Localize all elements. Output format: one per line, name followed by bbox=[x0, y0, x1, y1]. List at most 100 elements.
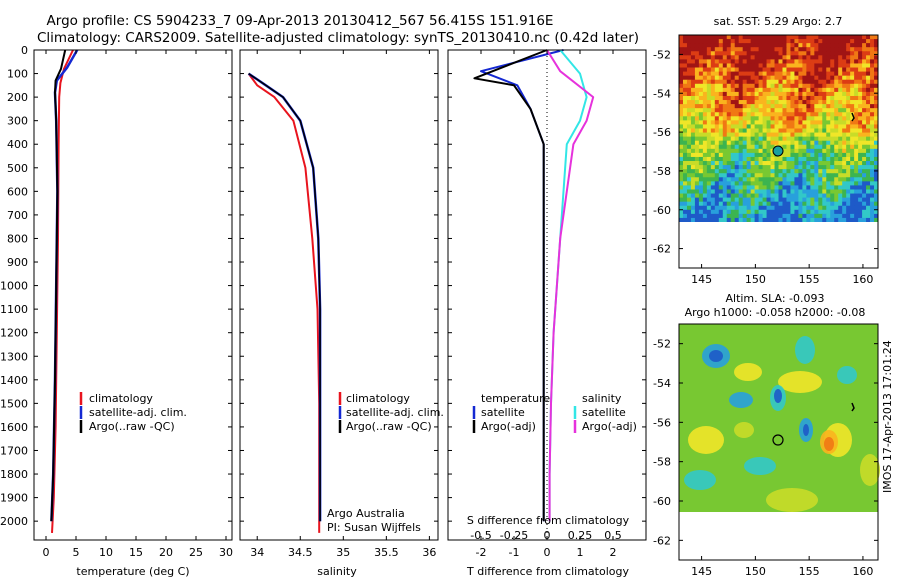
sst-cell bbox=[710, 161, 716, 166]
sst-cell bbox=[706, 185, 712, 190]
sst-cell bbox=[694, 152, 700, 158]
sst-cell bbox=[754, 197, 759, 203]
sst-cell bbox=[754, 165, 759, 170]
sst-cell bbox=[846, 104, 851, 109]
sst-cell bbox=[738, 83, 744, 89]
sst-cell bbox=[734, 104, 740, 109]
sst-cell bbox=[818, 140, 823, 146]
sst-cell bbox=[806, 71, 811, 77]
sst-cell bbox=[798, 193, 803, 199]
sst-cell bbox=[782, 209, 787, 215]
sst-cell bbox=[786, 201, 791, 207]
sst-cell bbox=[774, 193, 779, 199]
sst-cell bbox=[830, 108, 835, 113]
depth-tick-label: 200 bbox=[7, 91, 28, 104]
sst-cell bbox=[814, 87, 819, 93]
sst-cell bbox=[718, 39, 724, 44]
sst-cell bbox=[862, 104, 867, 109]
sst-cell bbox=[706, 47, 712, 52]
sst-cell bbox=[870, 100, 875, 105]
sst-cell bbox=[718, 51, 724, 56]
sst-cell bbox=[714, 181, 720, 186]
sst-cell bbox=[798, 79, 803, 85]
sst-cell bbox=[782, 189, 787, 194]
sst-cell bbox=[846, 205, 851, 211]
sst-cell bbox=[818, 161, 823, 166]
sst-cell bbox=[822, 152, 827, 158]
sst-cell bbox=[778, 39, 783, 44]
sst-cell bbox=[754, 193, 759, 199]
sst-cell bbox=[698, 132, 704, 138]
sst-cell bbox=[706, 95, 712, 101]
sst-cell bbox=[806, 132, 811, 138]
sst-cell bbox=[690, 181, 696, 186]
sst-cell bbox=[826, 71, 831, 77]
sst-cell bbox=[722, 55, 728, 60]
sst-cell bbox=[690, 39, 696, 44]
sst-cell bbox=[846, 197, 851, 203]
sst-cell bbox=[802, 169, 807, 174]
sst-cell bbox=[846, 75, 851, 81]
sst-cell bbox=[854, 181, 859, 186]
sst-cell bbox=[846, 136, 851, 142]
sst-cell bbox=[790, 193, 795, 199]
sst-cell bbox=[738, 112, 744, 117]
temperature-x-axis: 0 5 10 15 20 25 30 bbox=[43, 50, 233, 559]
sst-cell bbox=[858, 148, 863, 154]
sst-cell bbox=[822, 177, 827, 182]
sst-cell bbox=[870, 51, 875, 56]
sst-cell bbox=[854, 120, 859, 125]
sst-cell bbox=[758, 132, 763, 138]
sst-cell bbox=[702, 104, 708, 109]
sst-cell bbox=[838, 173, 843, 178]
sst-cell bbox=[866, 124, 871, 129]
sst-cell bbox=[766, 136, 771, 142]
lon-tick-label: 155 bbox=[799, 273, 820, 286]
sst-cell bbox=[730, 177, 736, 182]
sst-cell bbox=[750, 169, 756, 174]
depth-tick-label: 800 bbox=[7, 232, 28, 245]
sst-cell bbox=[826, 140, 831, 146]
sst-cell bbox=[802, 201, 807, 207]
sst-cell bbox=[846, 181, 851, 186]
sst-cell bbox=[806, 108, 811, 113]
sst-cell bbox=[798, 197, 803, 203]
sst-cell bbox=[762, 156, 767, 162]
sst-cell bbox=[706, 173, 712, 178]
sst-cell bbox=[734, 95, 740, 101]
sst-cell bbox=[806, 144, 811, 150]
temperature-profiles bbox=[50, 49, 79, 533]
temperature-xlabel: temperature (deg C) bbox=[76, 565, 189, 578]
sst-cell bbox=[838, 205, 843, 211]
sst-cell bbox=[710, 132, 716, 138]
sst-cell bbox=[682, 59, 688, 64]
sst-cell bbox=[738, 43, 744, 48]
legend-head-temperature: temperature bbox=[481, 392, 550, 405]
sst-cell bbox=[806, 209, 811, 215]
sst-cell bbox=[830, 104, 835, 109]
sst-cell bbox=[706, 165, 712, 170]
sst-cell bbox=[758, 71, 763, 77]
sst-cell bbox=[826, 112, 831, 117]
sst-cell bbox=[838, 83, 843, 89]
sst-cell bbox=[790, 120, 795, 125]
sst-cell bbox=[722, 185, 728, 190]
sst-cell bbox=[770, 104, 775, 109]
sst-cell bbox=[734, 205, 740, 211]
sla-anomaly bbox=[684, 470, 716, 490]
sst-cell bbox=[866, 112, 871, 117]
sst-cell bbox=[742, 124, 748, 129]
sst-cell bbox=[838, 177, 843, 182]
sst-cell bbox=[838, 169, 843, 174]
sst-cell bbox=[846, 79, 851, 85]
sst-cell bbox=[850, 169, 855, 174]
sst-cell bbox=[782, 197, 787, 203]
sst-cell bbox=[694, 209, 700, 215]
sst-cell bbox=[854, 156, 859, 162]
sst-cell bbox=[706, 55, 712, 60]
sst-cell bbox=[679, 108, 684, 113]
sst-cell bbox=[718, 120, 724, 125]
sst-cell bbox=[746, 71, 752, 77]
sst-cell bbox=[782, 152, 787, 158]
sst-cell bbox=[862, 75, 867, 81]
